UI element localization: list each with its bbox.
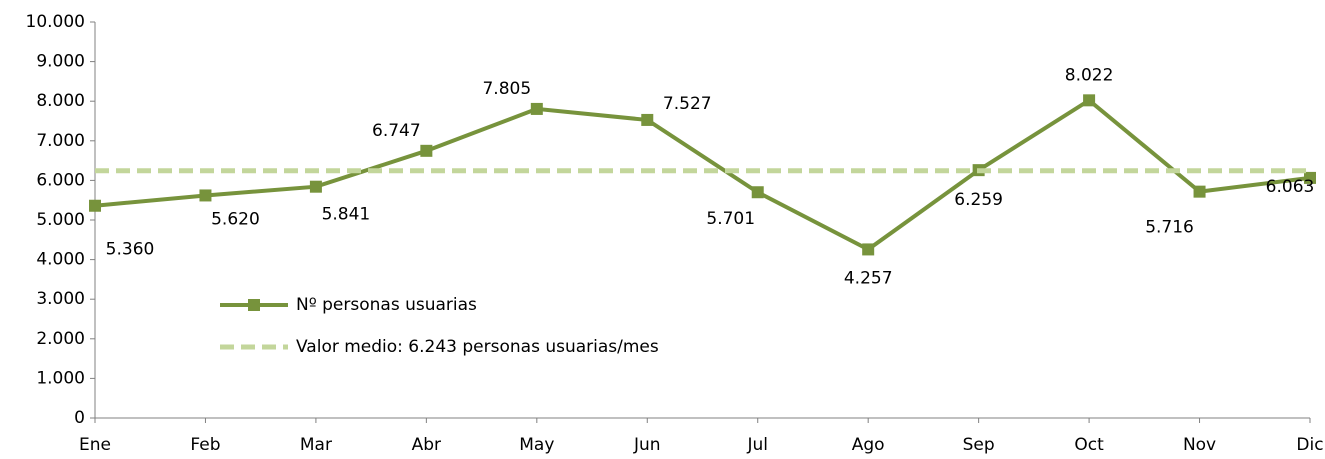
y-tick-label: 8.000 <box>36 91 85 111</box>
marker <box>751 186 764 199</box>
x-tick-label: Nov <box>1183 435 1216 455</box>
legend-marker <box>248 299 260 311</box>
y-tick-label: 5.000 <box>36 210 85 230</box>
marker <box>1193 185 1206 198</box>
data-label: 7.805 <box>482 79 531 99</box>
data-label: 6.063 <box>1266 177 1315 197</box>
marker <box>420 144 433 157</box>
marker <box>199 189 212 202</box>
x-tick-label: Dic <box>1296 435 1323 455</box>
data-label: 4.257 <box>844 268 893 288</box>
data-label: 5.620 <box>211 209 260 229</box>
data-label: 6.259 <box>954 190 1003 210</box>
marker <box>89 199 101 212</box>
data-label: 8.022 <box>1065 65 1114 85</box>
y-tick-label: 3.000 <box>36 289 85 309</box>
marker <box>309 180 322 193</box>
y-tick-label: 10.000 <box>26 12 85 32</box>
data-label: 5.841 <box>322 205 371 225</box>
x-tick-label: Mar <box>300 435 332 455</box>
marker <box>1304 171 1316 184</box>
y-tick-label: 2.000 <box>36 329 85 349</box>
legend-label: Valor medio: 6.243 personas usuarias/mes <box>296 337 659 357</box>
data-label: 5.701 <box>706 209 755 229</box>
data-label: 5.716 <box>1145 218 1194 238</box>
x-tick-label: Oct <box>1074 435 1104 455</box>
marker <box>1083 94 1096 107</box>
x-tick-label: Sep <box>963 435 995 455</box>
y-tick-label: 7.000 <box>36 131 85 151</box>
data-label: 5.360 <box>106 240 155 260</box>
x-tick-label: Ago <box>852 435 885 455</box>
x-tick-label: Ene <box>79 435 111 455</box>
series-line <box>94 97 1311 252</box>
data-label: 6.747 <box>372 121 421 141</box>
x-tick-label: Jul <box>746 435 768 455</box>
y-tick-label: 4.000 <box>36 250 85 270</box>
x-tick-label: Abr <box>412 435 441 455</box>
x-tick-label: May <box>519 435 554 455</box>
y-tick-label: 9.000 <box>36 52 85 72</box>
y-tick-label: 6.000 <box>36 170 85 190</box>
y-tick-label: 0 <box>74 408 85 428</box>
y-tick-label: 1.000 <box>36 368 85 388</box>
x-tick-label: Feb <box>190 435 220 455</box>
data-label: 7.527 <box>663 94 712 114</box>
legend-label: Nº personas usuarias <box>296 295 477 315</box>
x-tick-label: Jun <box>633 435 661 455</box>
marker <box>641 113 654 126</box>
marker <box>862 243 875 256</box>
marker <box>530 102 543 115</box>
